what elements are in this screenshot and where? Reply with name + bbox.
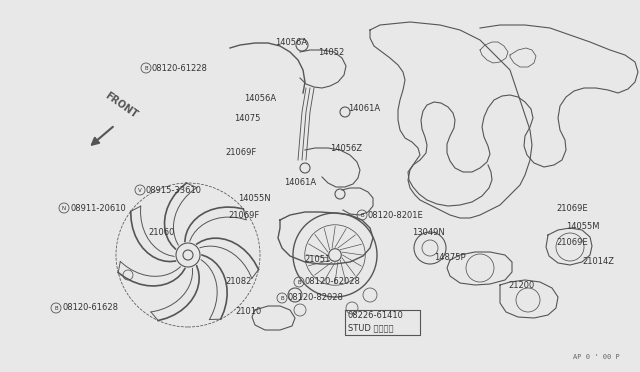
Text: 21069E: 21069E: [556, 237, 588, 247]
Text: STUD スタッド: STUD スタッド: [348, 324, 394, 333]
Text: 14055N: 14055N: [238, 193, 271, 202]
Text: 08120-82028: 08120-82028: [288, 294, 344, 302]
Text: 14052: 14052: [318, 48, 344, 57]
Text: 08226-61410: 08226-61410: [348, 311, 404, 321]
Text: 08120-62028: 08120-62028: [305, 278, 361, 286]
Text: 21010: 21010: [235, 308, 261, 317]
Text: 21082: 21082: [225, 278, 252, 286]
Text: 14075: 14075: [234, 113, 260, 122]
Text: B: B: [144, 65, 148, 71]
Text: 14875P: 14875P: [434, 253, 466, 263]
Text: 08120-61228: 08120-61228: [152, 64, 208, 73]
Text: 21069F: 21069F: [225, 148, 256, 157]
Text: 14056Z: 14056Z: [330, 144, 362, 153]
Text: 14056A: 14056A: [244, 93, 276, 103]
Text: AP 0 ' 00 P: AP 0 ' 00 P: [573, 354, 620, 360]
Text: B: B: [280, 295, 284, 301]
Text: 14055M: 14055M: [566, 221, 600, 231]
Text: 21014Z: 21014Z: [582, 257, 614, 266]
Text: 08911-20610: 08911-20610: [70, 203, 125, 212]
Text: 14056A: 14056A: [275, 38, 307, 46]
Text: FRONT: FRONT: [103, 90, 140, 120]
Text: 08120-8201E: 08120-8201E: [368, 211, 424, 219]
Text: B: B: [54, 305, 58, 311]
Text: B: B: [297, 279, 301, 285]
Text: 21069E: 21069E: [556, 203, 588, 212]
Text: 08120-61628: 08120-61628: [62, 304, 118, 312]
Text: V: V: [138, 187, 142, 192]
Text: 21051: 21051: [304, 256, 330, 264]
Text: 21200: 21200: [508, 280, 534, 289]
Text: 08915-33610: 08915-33610: [146, 186, 202, 195]
Text: B: B: [360, 212, 364, 218]
Text: 21069F: 21069F: [228, 211, 259, 219]
Text: N: N: [62, 205, 66, 211]
Text: 21060: 21060: [148, 228, 174, 237]
Text: 14061A: 14061A: [284, 177, 316, 186]
Text: 14061A: 14061A: [348, 103, 380, 112]
Text: 13049N: 13049N: [412, 228, 445, 237]
